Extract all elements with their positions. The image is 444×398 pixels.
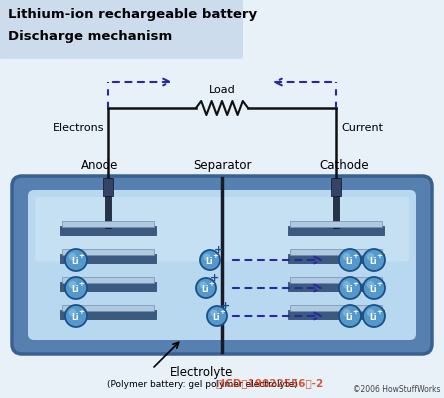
- FancyBboxPatch shape: [12, 176, 432, 354]
- Circle shape: [196, 278, 216, 298]
- Circle shape: [339, 305, 361, 327]
- Circle shape: [203, 254, 210, 261]
- Text: Anode: Anode: [81, 159, 119, 172]
- Text: Li: Li: [345, 312, 353, 322]
- Text: Li: Li: [345, 285, 353, 293]
- Text: +: +: [78, 309, 84, 315]
- Circle shape: [69, 309, 76, 316]
- Bar: [60, 310, 156, 319]
- Bar: [60, 254, 156, 263]
- Text: +: +: [220, 301, 230, 311]
- Circle shape: [343, 309, 351, 316]
- Text: +: +: [210, 273, 218, 283]
- Text: ©2006 HowStuffWorks: ©2006 HowStuffWorks: [353, 385, 440, 394]
- Text: +: +: [376, 309, 382, 315]
- Circle shape: [367, 281, 375, 289]
- Text: Load: Load: [209, 85, 235, 95]
- Text: 豪ICD変19022556号-2: 豪ICD変19022556号-2: [216, 378, 324, 388]
- Bar: [103, 178, 113, 196]
- Circle shape: [343, 253, 351, 261]
- Circle shape: [363, 305, 385, 327]
- Circle shape: [363, 249, 385, 271]
- FancyBboxPatch shape: [290, 249, 382, 256]
- Circle shape: [65, 305, 87, 327]
- Bar: [288, 226, 384, 235]
- Text: +: +: [208, 281, 214, 287]
- Text: Lithium-ion rechargeable battery: Lithium-ion rechargeable battery: [8, 8, 257, 21]
- FancyBboxPatch shape: [62, 277, 154, 283]
- Circle shape: [367, 253, 375, 261]
- Bar: [288, 282, 384, 291]
- Circle shape: [207, 306, 227, 326]
- Text: +: +: [352, 309, 358, 315]
- Text: Li: Li: [71, 285, 79, 293]
- Circle shape: [199, 281, 206, 289]
- Text: Li: Li: [201, 285, 209, 293]
- Text: Electrons: Electrons: [53, 123, 104, 133]
- Circle shape: [200, 250, 220, 270]
- FancyBboxPatch shape: [0, 0, 243, 59]
- Bar: [60, 282, 156, 291]
- FancyBboxPatch shape: [28, 190, 416, 340]
- Text: +: +: [78, 281, 84, 287]
- Circle shape: [363, 277, 385, 299]
- FancyBboxPatch shape: [290, 221, 382, 227]
- Bar: [288, 310, 384, 319]
- Text: Cathode: Cathode: [319, 159, 369, 172]
- Text: Discharge mechanism: Discharge mechanism: [8, 30, 172, 43]
- Bar: [288, 254, 384, 263]
- FancyBboxPatch shape: [290, 277, 382, 283]
- Text: +: +: [376, 253, 382, 259]
- Circle shape: [343, 281, 351, 289]
- Text: Separator: Separator: [193, 159, 251, 172]
- Text: +: +: [214, 245, 222, 255]
- Text: +: +: [352, 253, 358, 259]
- Bar: [105, 178, 111, 228]
- Text: Li: Li: [369, 285, 377, 293]
- Text: Electrolyte: Electrolyte: [170, 366, 234, 379]
- Text: Li: Li: [71, 256, 79, 265]
- Circle shape: [339, 249, 361, 271]
- Text: Li: Li: [212, 312, 220, 322]
- FancyBboxPatch shape: [62, 305, 154, 311]
- Text: Li: Li: [369, 312, 377, 322]
- Text: Li: Li: [345, 256, 353, 265]
- FancyBboxPatch shape: [62, 221, 154, 227]
- Bar: [331, 178, 341, 196]
- Bar: [60, 226, 156, 235]
- Text: +: +: [219, 309, 225, 315]
- Text: Li: Li: [369, 256, 377, 265]
- FancyBboxPatch shape: [62, 249, 154, 256]
- Circle shape: [65, 277, 87, 299]
- Circle shape: [65, 249, 87, 271]
- Circle shape: [367, 309, 375, 316]
- Text: (Polymer battery: gel polymer electrolyte): (Polymer battery: gel polymer electrolyt…: [107, 380, 297, 389]
- Text: +: +: [376, 281, 382, 287]
- FancyBboxPatch shape: [35, 197, 409, 261]
- Text: Li: Li: [71, 312, 79, 322]
- FancyBboxPatch shape: [290, 305, 382, 311]
- Circle shape: [69, 281, 76, 289]
- Bar: [333, 178, 339, 228]
- Text: +: +: [212, 253, 218, 259]
- Text: +: +: [352, 281, 358, 287]
- Text: Li: Li: [205, 256, 213, 265]
- Circle shape: [69, 253, 76, 261]
- Text: Current: Current: [341, 123, 383, 133]
- Text: +: +: [78, 253, 84, 259]
- Circle shape: [339, 277, 361, 299]
- Circle shape: [210, 310, 218, 316]
